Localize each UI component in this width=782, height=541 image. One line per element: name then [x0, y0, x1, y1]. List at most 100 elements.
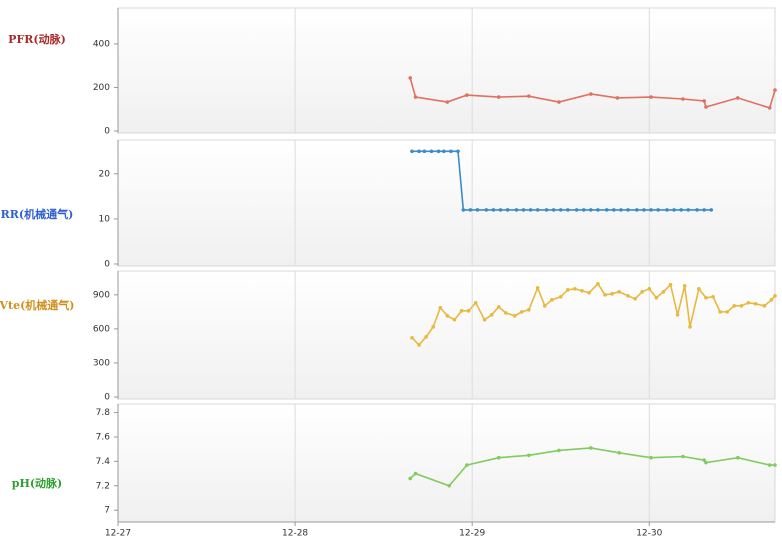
data-point — [417, 149, 421, 154]
data-point — [456, 149, 460, 154]
data-point — [695, 208, 699, 212]
plot-area — [117, 139, 776, 267]
y-tick-label: 0 — [104, 260, 110, 270]
data-point — [482, 318, 487, 322]
data-point — [528, 208, 533, 212]
data-point — [449, 149, 453, 154]
data-point — [489, 313, 494, 317]
x-tick-label: 12-29 — [459, 529, 485, 539]
data-point — [447, 484, 451, 488]
data-point — [704, 105, 708, 109]
data-point — [736, 455, 740, 460]
data-point — [612, 208, 616, 212]
data-point — [709, 208, 714, 212]
data-point — [773, 88, 777, 92]
data-point — [535, 286, 540, 290]
data-point — [424, 335, 428, 339]
data-point — [617, 451, 621, 455]
data-point — [767, 106, 772, 110]
data-point — [459, 309, 464, 313]
series-line — [409, 447, 775, 487]
data-point — [557, 448, 561, 453]
data-point — [417, 343, 421, 347]
data-point — [642, 208, 646, 212]
data-point — [498, 208, 503, 212]
data-point — [589, 446, 593, 450]
data-point — [711, 294, 715, 299]
data-point — [617, 289, 621, 294]
data-point — [732, 304, 737, 308]
data-point — [445, 100, 450, 104]
data-point — [675, 313, 680, 317]
y-axis-label: RR(机械通气) — [0, 208, 74, 221]
data-point — [704, 295, 708, 300]
y-tick-label: 20 — [99, 169, 111, 179]
data-point — [704, 460, 708, 465]
y-axis-label: pH(动脉) — [11, 477, 63, 490]
data-point — [521, 208, 526, 212]
data-point — [466, 309, 471, 313]
plot-area — [117, 270, 776, 400]
data-point — [580, 288, 584, 293]
data-point — [431, 325, 436, 329]
data-point — [649, 455, 653, 460]
data-point — [596, 208, 600, 212]
data-point — [566, 208, 570, 212]
data-point — [661, 289, 666, 294]
y-axis-label: Vte(机械通气) — [0, 299, 75, 312]
data-point — [626, 208, 630, 212]
data-point — [410, 336, 414, 340]
data-point — [566, 288, 570, 292]
data-point — [468, 208, 473, 212]
data-point — [668, 282, 673, 287]
data-point — [656, 208, 660, 212]
data-point — [686, 208, 691, 212]
data-point — [589, 208, 593, 212]
data-point — [619, 208, 623, 212]
data-point — [542, 304, 547, 308]
data-point — [558, 294, 563, 299]
data-point — [587, 290, 591, 295]
data-point — [429, 149, 434, 154]
y-tick-label: 7.2 — [96, 481, 110, 491]
data-point — [746, 300, 751, 305]
data-point — [505, 208, 510, 212]
plot-area — [117, 7, 776, 134]
data-point — [647, 287, 652, 291]
y-axis-label: PFR(动脉) — [8, 33, 66, 46]
data-point — [512, 314, 517, 318]
data-point — [408, 476, 412, 481]
data-point — [702, 208, 706, 212]
data-point — [581, 208, 586, 212]
data-point — [589, 92, 593, 96]
data-point — [413, 471, 418, 476]
data-point — [573, 287, 577, 291]
data-point — [635, 208, 639, 212]
data-point — [688, 325, 692, 329]
data-point — [557, 100, 561, 104]
data-point — [408, 76, 412, 80]
data-point — [672, 208, 676, 212]
data-point — [438, 305, 443, 310]
data-point — [681, 97, 685, 101]
y-tick-label: 900 — [93, 290, 110, 300]
data-point — [736, 96, 740, 100]
y-tick-label: 600 — [93, 324, 110, 334]
data-point — [422, 149, 427, 154]
data-point — [442, 149, 446, 154]
data-point — [649, 208, 653, 212]
y-tick-label: 10 — [99, 214, 111, 224]
data-point — [640, 289, 644, 294]
data-point — [445, 314, 450, 318]
data-point — [725, 310, 729, 314]
data-point — [491, 208, 496, 212]
data-point — [461, 208, 466, 212]
data-point — [739, 304, 744, 308]
data-point — [550, 298, 554, 302]
data-point — [654, 295, 659, 300]
data-point — [496, 305, 501, 309]
data-point — [496, 95, 501, 99]
data-point — [769, 298, 774, 302]
data-point — [413, 95, 418, 99]
